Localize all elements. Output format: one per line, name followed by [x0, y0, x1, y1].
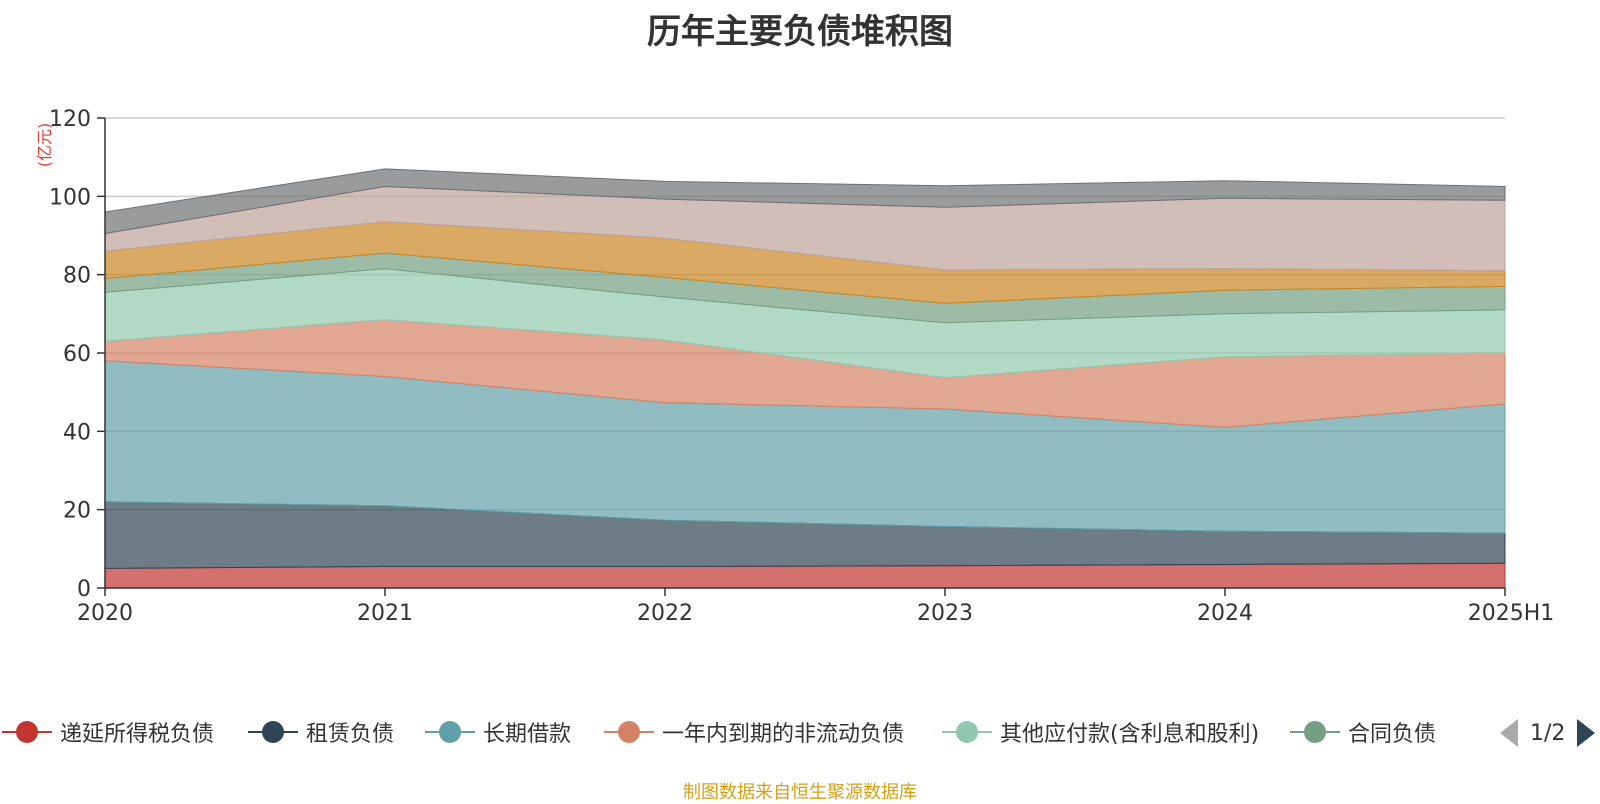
- legend-marker: [604, 717, 654, 747]
- chart-title: 历年主要负债堆积图: [647, 12, 953, 52]
- legend-item-lease-liabilities[interactable]: 租赁负债: [248, 712, 394, 752]
- legend-item-other-payables[interactable]: 其他应付款(含利息和股利): [942, 712, 1259, 752]
- legend-dot: [16, 721, 38, 743]
- triangle-right-icon[interactable]: [1577, 719, 1596, 747]
- x-tick-label: 2021: [357, 601, 413, 626]
- y-tick-label: 100: [49, 185, 91, 210]
- y-tick-label: 40: [63, 420, 91, 445]
- legend-marker: [2, 717, 52, 747]
- triangle-left-icon[interactable]: [1500, 719, 1518, 747]
- y-axis-label: (亿元): [35, 123, 54, 168]
- y-tick-label: 0: [77, 577, 91, 602]
- legend-label: 合同负债: [1348, 722, 1437, 747]
- y-tick-label: 80: [63, 264, 91, 289]
- legend-dot: [1304, 721, 1326, 743]
- legend-dot: [439, 721, 461, 743]
- y-tick-label: 60: [63, 342, 91, 367]
- legend: 递延所得税负债 租赁负债 长期借款 一年内到期的非流动负债 其他应付款(含利息和…: [0, 712, 1600, 752]
- legend-marker: [425, 717, 475, 747]
- legend-label: 递延所得税负债: [60, 722, 215, 747]
- x-tick-label: 2025H1: [1468, 601, 1555, 626]
- legend-item-long-term-loans[interactable]: 长期借款: [425, 712, 571, 752]
- area-series-path: [104, 168, 1506, 235]
- legend-dot: [618, 721, 640, 743]
- legend-marker: [248, 717, 298, 747]
- legend-dot: [956, 721, 978, 743]
- legend-item-deferred-tax[interactable]: 递延所得税负债: [2, 712, 214, 752]
- x-tick-label: 2024: [1197, 601, 1253, 626]
- stacked-area-chart: 0 20 40 60 80 100 120 2020 2021 2022 2023 2024 2025H…: [35, 107, 1554, 626]
- y-tick-label: 20: [63, 499, 91, 524]
- legend-marker: [1290, 717, 1340, 747]
- legend-label: 其他应付款(含利息和股利): [1000, 722, 1260, 747]
- legend-item-contract-liabilities[interactable]: 合同负债: [1290, 712, 1436, 752]
- source-note: 制图数据来自恒生聚源数据库: [683, 782, 917, 803]
- legend-pager: 1/2: [1500, 718, 1596, 748]
- axes: 0 20 40 60 80 100 120 2020 2021 2022 2023 2024 2025H…: [49, 107, 1554, 626]
- legend-page-indicator: 1/2: [1530, 720, 1566, 746]
- area-series: [104, 168, 1506, 589]
- x-tick-label: 2020: [77, 601, 133, 626]
- legend-label: 租赁负债: [306, 722, 395, 747]
- legend-label: 长期借款: [483, 722, 572, 747]
- x-tick-label: 2023: [917, 601, 973, 626]
- legend-marker: [942, 717, 992, 747]
- legend-label: 一年内到期的非流动负债: [662, 722, 905, 747]
- y-tick-label: 120: [49, 107, 91, 132]
- x-tick-label: 2022: [637, 601, 693, 626]
- legend-dot: [262, 721, 284, 743]
- legend-item-current-noncurrent[interactable]: 一年内到期的非流动负债: [604, 712, 904, 752]
